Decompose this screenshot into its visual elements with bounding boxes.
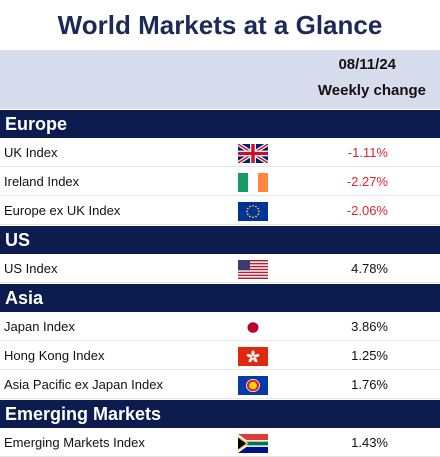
weekly-change-value: 1.43%: [351, 434, 388, 450]
index-name: UK Index: [4, 144, 58, 160]
ireland-flag-icon: [238, 173, 268, 192]
weekly-change-value: -2.27%: [346, 173, 388, 189]
index-name: Hong Kong Index: [4, 347, 105, 363]
column-header-weekly-change: Weekly change: [317, 82, 426, 99]
table-row: Ireland Index -2.27%: [0, 167, 440, 196]
section-header-us: US: [0, 225, 440, 254]
index-name: Japan Index: [4, 318, 75, 334]
index-name: US Index: [4, 260, 58, 276]
uk-flag-icon: [238, 144, 268, 163]
markets-table: Europe UK Index -1.11% Ireland Index -2.27…: [0, 109, 440, 457]
section-header-emerging-markets: Emerging Markets: [0, 399, 440, 428]
table-row: Asia Pacific ex Japan Index 1.76%: [0, 370, 440, 399]
index-name: Europe ex UK Index: [4, 202, 121, 218]
table-row: US Index 4.78%: [0, 254, 440, 283]
us-flag-icon: [238, 260, 268, 279]
page-title: World Markets at a Glance: [57, 9, 383, 40]
index-name: Asia Pacific ex Japan Index: [4, 376, 163, 392]
index-name: Ireland Index: [4, 173, 80, 189]
section-header-asia: Asia: [0, 283, 440, 312]
weekly-change-value: -1.11%: [347, 144, 388, 160]
weekly-change-value: 3.86%: [351, 318, 388, 334]
table-row: Hong Kong Index 1.25%: [0, 341, 440, 370]
weekly-change-value: 1.76%: [351, 376, 388, 392]
hong-kong-flag-icon: [238, 347, 268, 366]
header-band: 08/11/24 Weekly change: [0, 50, 440, 109]
eu-flag-icon: [238, 202, 268, 221]
world-markets-panel: World Markets at a Glance 08/11/24 Weekl…: [0, 9, 440, 457]
asean-flag-icon: [238, 376, 268, 395]
index-name: Emerging Markets Index: [4, 434, 145, 450]
japan-flag-icon: [238, 318, 268, 337]
table-row: UK Index -1.11%: [0, 138, 440, 167]
weekly-change-value: 1.25%: [351, 347, 388, 363]
report-date: 08/11/24: [338, 56, 396, 73]
table-row: Emerging Markets Index 1.43%: [0, 428, 440, 457]
weekly-change-value: -2.06%: [346, 202, 388, 218]
south-africa-flag-icon: [238, 434, 268, 453]
weekly-change-value: 4.78%: [351, 260, 388, 276]
table-row: Europe ex UK Index -2.06%: [0, 196, 440, 225]
table-row: Japan Index 3.86%: [0, 312, 440, 341]
section-header-europe: Europe: [0, 109, 440, 138]
